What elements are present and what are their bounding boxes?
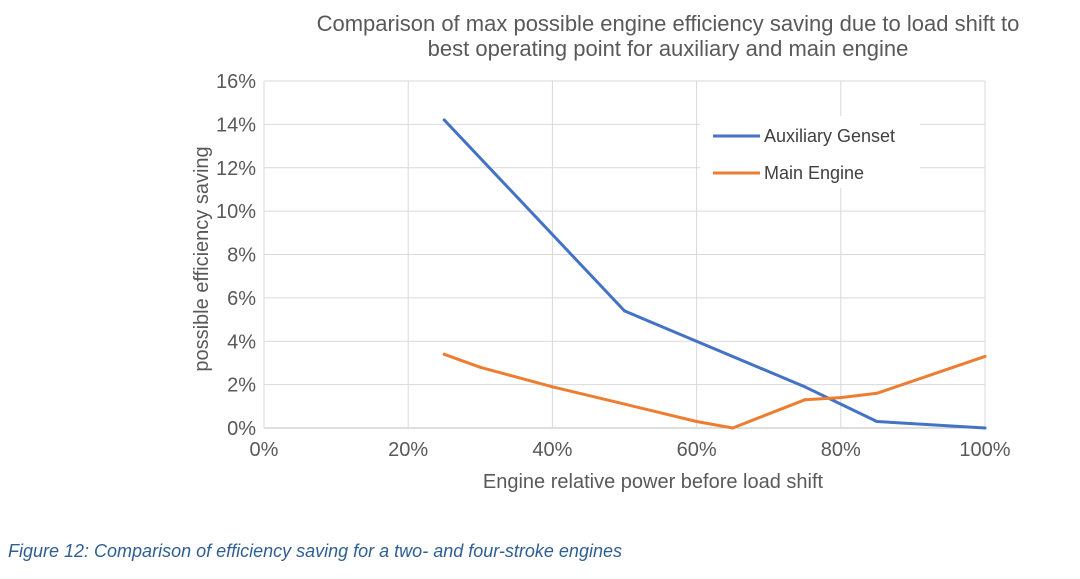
y-axis-label: possible efficiency saving (191, 146, 213, 371)
data-point-auxiliary-genset (442, 118, 446, 122)
legend-label-main-engine: Main Engine (764, 163, 864, 183)
x-axis-label: Engine relative power before load shift (483, 471, 824, 493)
x-tick-label: 100% (959, 439, 1010, 461)
y-tick-label: 2% (227, 375, 256, 397)
x-tick-label: 20% (388, 439, 428, 461)
x-tick-label: 0% (250, 439, 279, 461)
data-point-main-engine (695, 419, 699, 423)
series-lines (442, 118, 987, 430)
data-point-main-engine (731, 426, 735, 430)
y-tick-label: 0% (227, 418, 256, 440)
legend: Auxiliary Genset Main Engine (700, 116, 920, 188)
efficiency-saving-chart: Comparison of max possible engine effici… (191, 11, 1020, 493)
data-point-main-engine (803, 398, 807, 402)
data-point-main-engine (839, 396, 843, 400)
data-point-main-engine (983, 354, 987, 358)
figure-caption: Figure 12: Comparison of efficiency savi… (8, 541, 622, 561)
data-point-auxiliary-genset (623, 309, 626, 313)
grid (263, 80, 986, 429)
data-point-auxiliary-genset (803, 385, 807, 389)
x-axis-ticks: 0% 20% 40% 60% 80% 100% (250, 439, 1011, 461)
y-tick-label: 6% (227, 288, 256, 310)
data-point-main-engine (875, 391, 879, 395)
legend-box (700, 116, 920, 188)
chart-title-line-1: Comparison of max possible engine effici… (317, 11, 1020, 36)
y-tick-label: 16% (216, 71, 256, 93)
data-point-main-engine (442, 352, 446, 356)
data-point-auxiliary-genset (983, 426, 987, 430)
legend-label-auxiliary-genset: Auxiliary Genset (764, 126, 895, 146)
data-point-main-engine (550, 385, 554, 389)
data-point-main-engine (478, 365, 482, 369)
y-tick-label: 12% (216, 158, 256, 180)
series-line-main-engine (442, 352, 987, 430)
y-tick-label: 4% (227, 331, 256, 353)
x-tick-label: 40% (532, 439, 572, 461)
y-tick-label: 14% (216, 114, 256, 136)
chart-title-line-2: best operating point for auxiliary and m… (428, 36, 909, 61)
y-axis-ticks: 0% 2% 4% 6% 8% 10% 12% 14% 16% (216, 71, 256, 440)
x-tick-label: 80% (821, 439, 861, 461)
data-point-auxiliary-genset (875, 419, 879, 423)
y-tick-label: 10% (216, 201, 256, 223)
y-tick-label: 8% (227, 245, 256, 267)
data-point-main-engine (623, 402, 626, 406)
x-tick-label: 60% (677, 439, 717, 461)
